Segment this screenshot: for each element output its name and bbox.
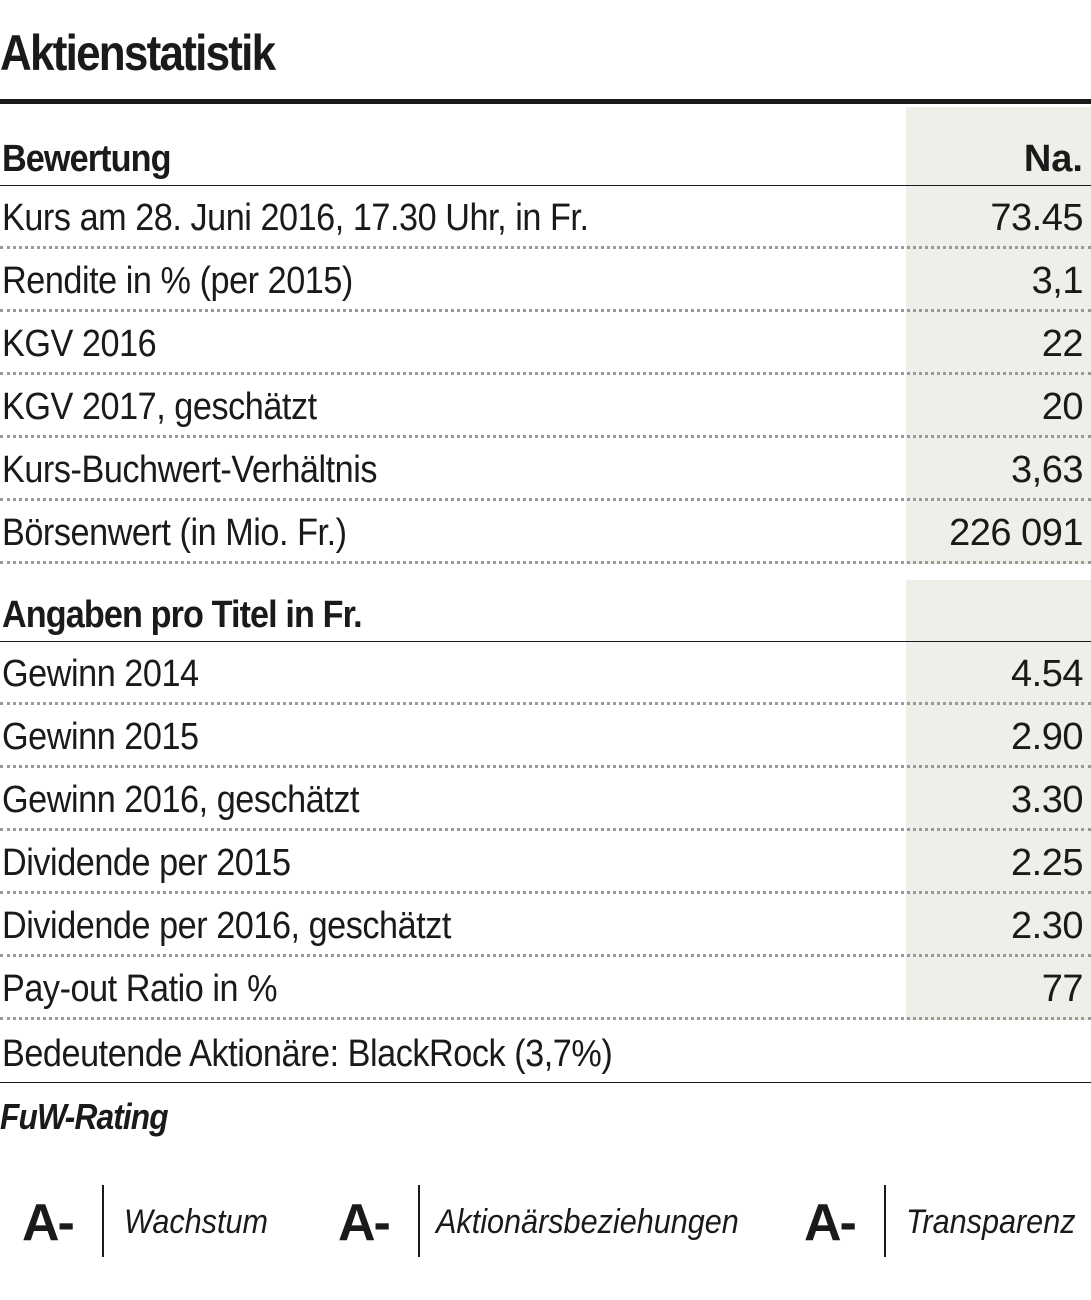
- rating-item-aktionaersbeziehungen: A- Aktionärsbeziehungen: [338, 1185, 758, 1257]
- section-unit: Na.: [1023, 138, 1083, 180]
- rating-category: Transparenz: [906, 1203, 1076, 1241]
- rating-grade: A-: [22, 1194, 75, 1252]
- rating-divider: [418, 1185, 420, 1257]
- row-label: Rendite in % (per 2015): [2, 260, 353, 302]
- section-label: Angaben pro Titel in Fr.: [2, 594, 363, 636]
- table-row: KGV 2017, geschätzt 20: [0, 375, 1091, 438]
- page-title: Aktienstatistik: [0, 25, 276, 81]
- row-value: 3,63: [1011, 449, 1083, 491]
- row-value: 22: [1041, 323, 1084, 365]
- rating-grade: A-: [338, 1194, 391, 1252]
- row-label: Kurs-Buchwert-Verhältnis: [2, 449, 378, 491]
- shareholders-text: Bedeutende Aktionäre: BlackRock (3,7%): [2, 1033, 613, 1075]
- row-value: 20: [1041, 386, 1084, 428]
- value-column-bg-2: [906, 580, 1091, 1020]
- row-label: KGV 2017, geschätzt: [2, 386, 317, 428]
- row-value: 2.30: [1011, 905, 1083, 947]
- rating-category: Aktionärsbeziehungen: [436, 1203, 739, 1241]
- row-label: Gewinn 2016, geschätzt: [2, 779, 360, 821]
- rating-divider: [102, 1185, 104, 1257]
- table-row: Kurs am 28. Juni 2016, 17.30 Uhr, in Fr.…: [0, 186, 1091, 249]
- row-label: Gewinn 2015: [2, 716, 199, 758]
- row-label: Pay-out Ratio in %: [2, 968, 278, 1010]
- table-row: Pay-out Ratio in % 77: [0, 957, 1091, 1020]
- row-label: Dividende per 2015: [2, 842, 291, 884]
- rating-grade: A-: [804, 1194, 857, 1252]
- table-row: Dividende per 2015 2.25: [0, 831, 1091, 894]
- table-row: Dividende per 2016, geschätzt 2.30: [0, 894, 1091, 957]
- row-label: Gewinn 2014: [2, 653, 199, 695]
- row-label: Börsenwert (in Mio. Fr.): [2, 512, 347, 554]
- table-row: Gewinn 2015 2.90: [0, 705, 1091, 768]
- row-value: 226 091: [949, 512, 1083, 554]
- table-row: Kurs-Buchwert-Verhältnis 3,63: [0, 438, 1091, 501]
- major-shareholders: Bedeutende Aktionäre: BlackRock (3,7%): [0, 1020, 1091, 1083]
- row-value: 73.45: [990, 197, 1083, 239]
- row-value: 77: [1041, 968, 1084, 1010]
- rating-title: FuW-Rating: [0, 1096, 169, 1137]
- rating-item-wachstum: A- Wachstum: [22, 1185, 322, 1257]
- table-row: Börsenwert (in Mio. Fr.) 226 091: [0, 501, 1091, 564]
- value-column-bg-1: [906, 107, 1091, 564]
- table-row: Gewinn 2016, geschätzt 3.30: [0, 768, 1091, 831]
- row-label: KGV 2016: [2, 323, 157, 365]
- row-value: 4.54: [1011, 653, 1083, 695]
- row-value: 3,1: [1031, 260, 1084, 302]
- row-value: 2.90: [1011, 716, 1083, 758]
- table-row: Gewinn 2014 4.54: [0, 642, 1091, 705]
- rating-divider: [884, 1185, 886, 1257]
- section-label: Bewertung: [2, 138, 172, 180]
- rating-category: Wachstum: [124, 1203, 268, 1241]
- table-row: Rendite in % (per 2015) 3,1: [0, 249, 1091, 312]
- rating-item-transparenz: A- Transparenz: [804, 1185, 1084, 1257]
- row-value: 2.25: [1011, 842, 1083, 884]
- row-label: Kurs am 28. Juni 2016, 17.30 Uhr, in Fr.: [2, 197, 589, 239]
- table-row: KGV 2016 22: [0, 312, 1091, 375]
- row-label: Dividende per 2016, geschätzt: [2, 905, 451, 947]
- section-header-bewertung: Bewertung Na.: [0, 126, 1091, 186]
- section-header-angaben: Angaben pro Titel in Fr.: [0, 582, 1091, 642]
- row-value: 3.30: [1011, 779, 1083, 821]
- title-rule: [0, 99, 1091, 104]
